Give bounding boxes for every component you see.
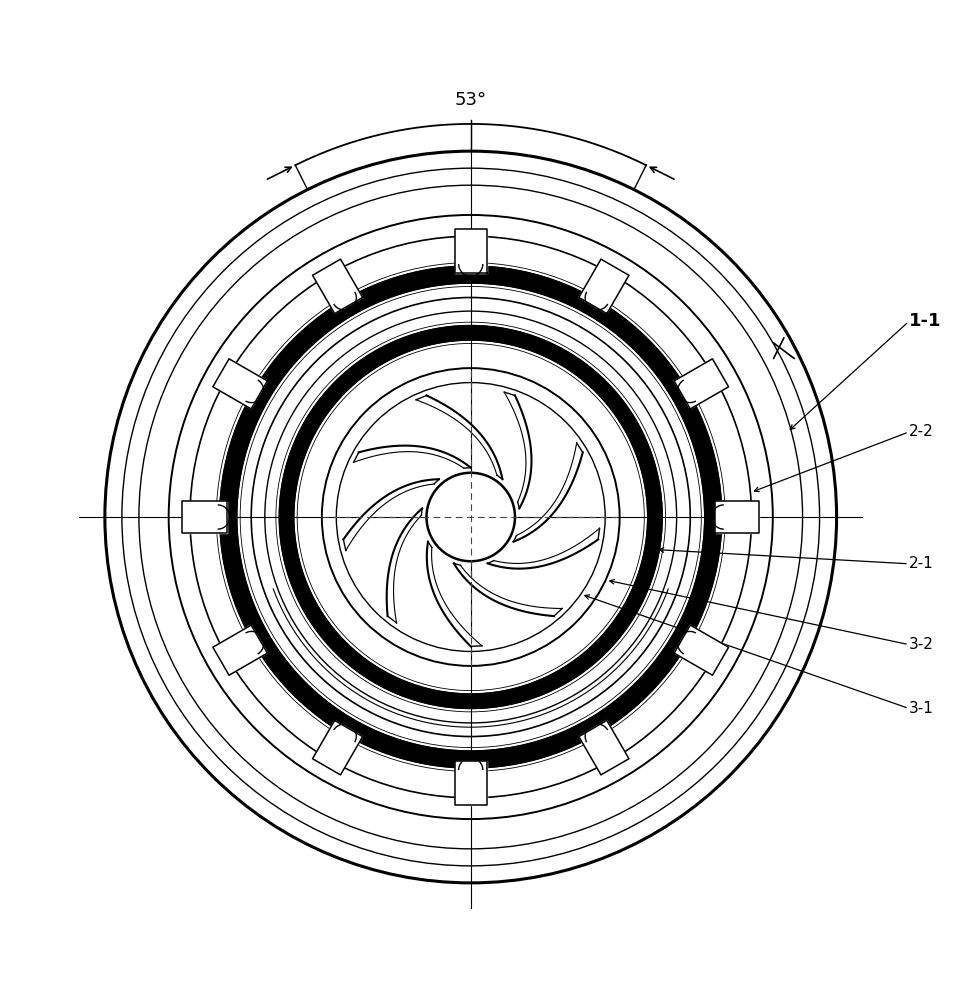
- Polygon shape: [579, 720, 629, 775]
- Polygon shape: [416, 395, 503, 479]
- Text: 2-1: 2-1: [909, 556, 934, 571]
- Polygon shape: [183, 501, 226, 533]
- Polygon shape: [674, 359, 728, 409]
- Polygon shape: [343, 479, 439, 550]
- Text: 53°: 53°: [454, 91, 486, 109]
- Polygon shape: [354, 446, 471, 468]
- Polygon shape: [674, 625, 728, 675]
- Polygon shape: [715, 501, 759, 533]
- Polygon shape: [213, 359, 267, 409]
- Text: 1-1: 1-1: [909, 312, 942, 330]
- Text: 3-2: 3-2: [909, 637, 934, 652]
- Polygon shape: [487, 528, 600, 569]
- Polygon shape: [454, 761, 487, 805]
- Polygon shape: [454, 563, 562, 616]
- Text: 2-2: 2-2: [909, 424, 934, 439]
- Text: 3-1: 3-1: [909, 701, 934, 716]
- Polygon shape: [312, 259, 363, 314]
- Polygon shape: [387, 508, 423, 623]
- Polygon shape: [454, 229, 487, 273]
- Circle shape: [426, 473, 515, 561]
- Polygon shape: [513, 443, 583, 542]
- Polygon shape: [213, 625, 267, 675]
- Polygon shape: [579, 259, 629, 314]
- Polygon shape: [426, 542, 482, 646]
- Polygon shape: [312, 720, 363, 775]
- Polygon shape: [220, 266, 721, 768]
- Polygon shape: [504, 392, 532, 508]
- Polygon shape: [279, 326, 662, 708]
